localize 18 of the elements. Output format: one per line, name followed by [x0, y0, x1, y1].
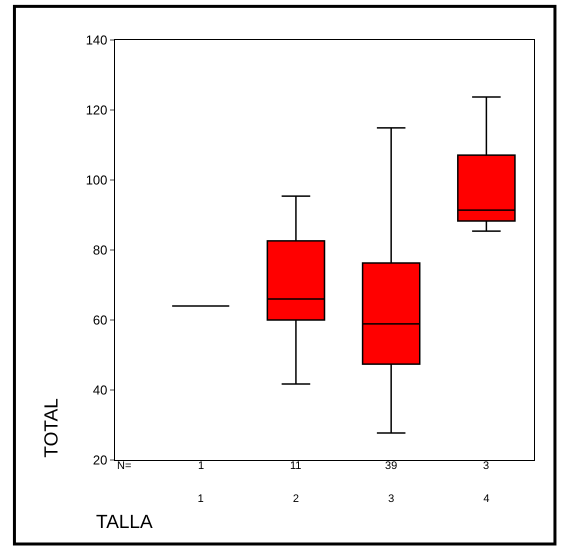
x-axis-title: TALLA	[96, 512, 153, 533]
annotation: 3	[483, 460, 490, 472]
y-axis-title: TOTAL	[42, 398, 63, 458]
annotation: 11	[290, 460, 302, 472]
y-tick-label: 100	[86, 172, 108, 188]
x-tick-label: 3	[388, 493, 394, 506]
y-tick-label: 140	[86, 32, 108, 48]
annotation: 1	[198, 460, 204, 472]
y-tick-label: 20	[92, 452, 108, 468]
y-tick-label: 60	[92, 312, 108, 328]
x-tick-label: 1	[198, 493, 204, 506]
annotation: 39	[385, 460, 398, 472]
annotation: N=	[117, 460, 132, 472]
y-tick-label: 80	[92, 242, 108, 258]
x-tick-label: 2	[292, 493, 299, 506]
x-tick-label: 4	[483, 493, 490, 506]
y-tick-label: 40	[92, 382, 108, 398]
y-tick-label: 120	[86, 102, 108, 118]
